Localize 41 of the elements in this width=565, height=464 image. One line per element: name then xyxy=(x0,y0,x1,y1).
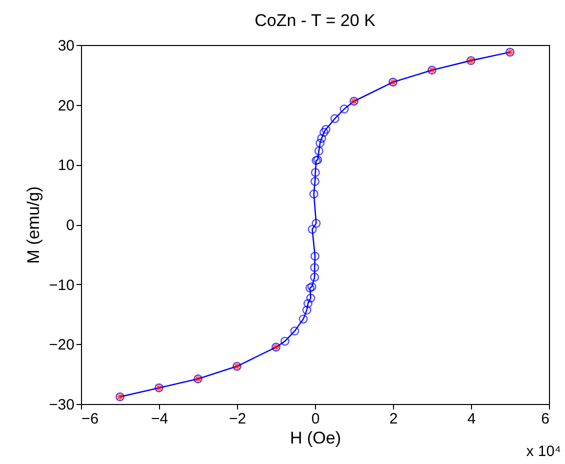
x-tick-label: 0 xyxy=(311,410,320,428)
point xyxy=(316,138,325,148)
point xyxy=(319,128,328,137)
x-tick-label: 4 xyxy=(467,410,476,428)
point xyxy=(312,218,321,228)
y-tick-label: −10 xyxy=(49,276,74,294)
point xyxy=(340,104,349,114)
point xyxy=(330,114,340,124)
y-tick-label: 20 xyxy=(58,97,74,114)
y-tick-label: 0 xyxy=(66,217,74,234)
x-tick-label: −2 xyxy=(228,410,246,428)
point xyxy=(306,294,316,303)
y-axis-title: M (emu/g) xyxy=(24,186,44,264)
y-tick-label: 30 xyxy=(58,38,74,54)
point xyxy=(298,314,308,324)
chart-title: CoZn - T = 20 K xyxy=(254,11,376,30)
point xyxy=(308,224,317,234)
point xyxy=(317,134,326,143)
x-tick-label: −4 xyxy=(150,410,168,428)
x-axis-title: H (Oe) xyxy=(290,428,341,448)
point xyxy=(309,190,318,198)
point xyxy=(307,282,316,292)
y-tick-label: 10 xyxy=(58,157,74,174)
x-tick-label: −6 xyxy=(82,410,99,428)
point xyxy=(305,283,314,292)
y-tick-label: −30 xyxy=(49,396,74,414)
text: x 10⁴ xyxy=(526,443,561,460)
point xyxy=(310,176,320,186)
point xyxy=(290,326,300,336)
point xyxy=(310,263,320,272)
point xyxy=(310,272,320,282)
point xyxy=(310,168,320,177)
point xyxy=(304,299,312,308)
x-tick-label: 2 xyxy=(389,410,398,428)
point xyxy=(321,124,330,134)
point xyxy=(314,146,324,156)
point xyxy=(280,336,290,346)
y-tick-label: −20 xyxy=(49,336,74,354)
x-tick-label: 6 xyxy=(541,410,550,428)
point xyxy=(310,252,320,261)
point xyxy=(302,306,312,315)
